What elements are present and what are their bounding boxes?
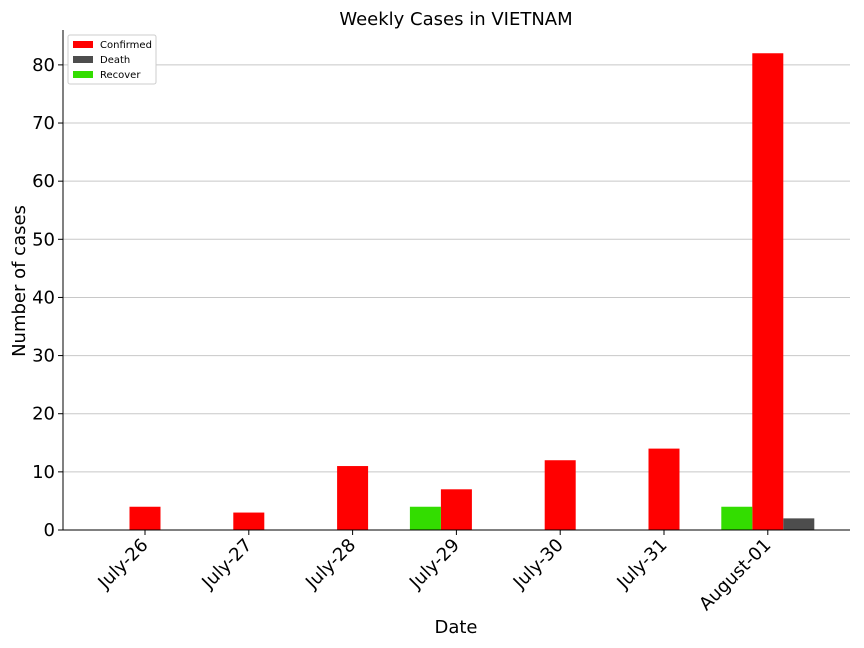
bar-confirmed-august-01 [752,53,784,531]
y-ticks: 0 10 20 30 40 50 60 70 80 [32,55,63,541]
legend-swatch-recover [73,71,93,78]
bar-confirmed-july-26 [129,506,161,530]
y-tick-label: 20 [32,404,55,425]
legend-swatch-confirmed [73,41,93,48]
x-ticks: July-26 July-27 July-28 July-29 July-30 July-… [94,530,775,615]
legend-label-confirmed: Confirmed [100,40,152,51]
x-tick-label: July-30 [509,535,568,594]
legend-label-recover: Recover [100,70,141,81]
x-tick-label: July-31 [613,535,672,594]
chart-title: Weekly Cases in VIETNAM [339,9,572,30]
bar-death-august-01 [783,518,815,530]
bar-confirmed-july-30 [544,460,576,530]
bars-layer [129,53,815,531]
y-tick-label: 30 [32,346,55,367]
x-tick-label: August-01 [695,535,775,615]
bar-confirmed-july-27 [233,512,265,530]
grid-lines [63,64,850,473]
y-tick-label: 40 [32,287,55,308]
x-axis-label: Date [434,617,477,638]
legend-swatch-death [73,56,93,63]
bar-confirmed-july-28 [337,466,369,530]
bar-recover-august-01 [721,506,753,530]
bar-recover-july-29 [409,506,441,530]
x-tick-label: July-29 [405,535,464,594]
bar-confirmed-july-31 [648,448,680,530]
x-tick-label: July-28 [301,535,360,594]
y-tick-label: 10 [32,462,55,483]
y-tick-label: 70 [32,113,55,134]
x-tick-label: July-27 [197,535,256,594]
y-tick-label: 80 [32,55,55,76]
legend: Confirmed Death Recover [67,34,157,85]
y-tick-label: 0 [44,520,55,541]
bar-confirmed-july-29 [440,489,472,530]
legend-label-death: Death [100,55,130,66]
x-tick-label: July-26 [94,535,153,594]
axes [62,30,850,531]
y-tick-label: 60 [32,171,55,192]
y-tick-label: 50 [32,229,55,250]
y-axis-label: Number of cases [9,205,30,357]
